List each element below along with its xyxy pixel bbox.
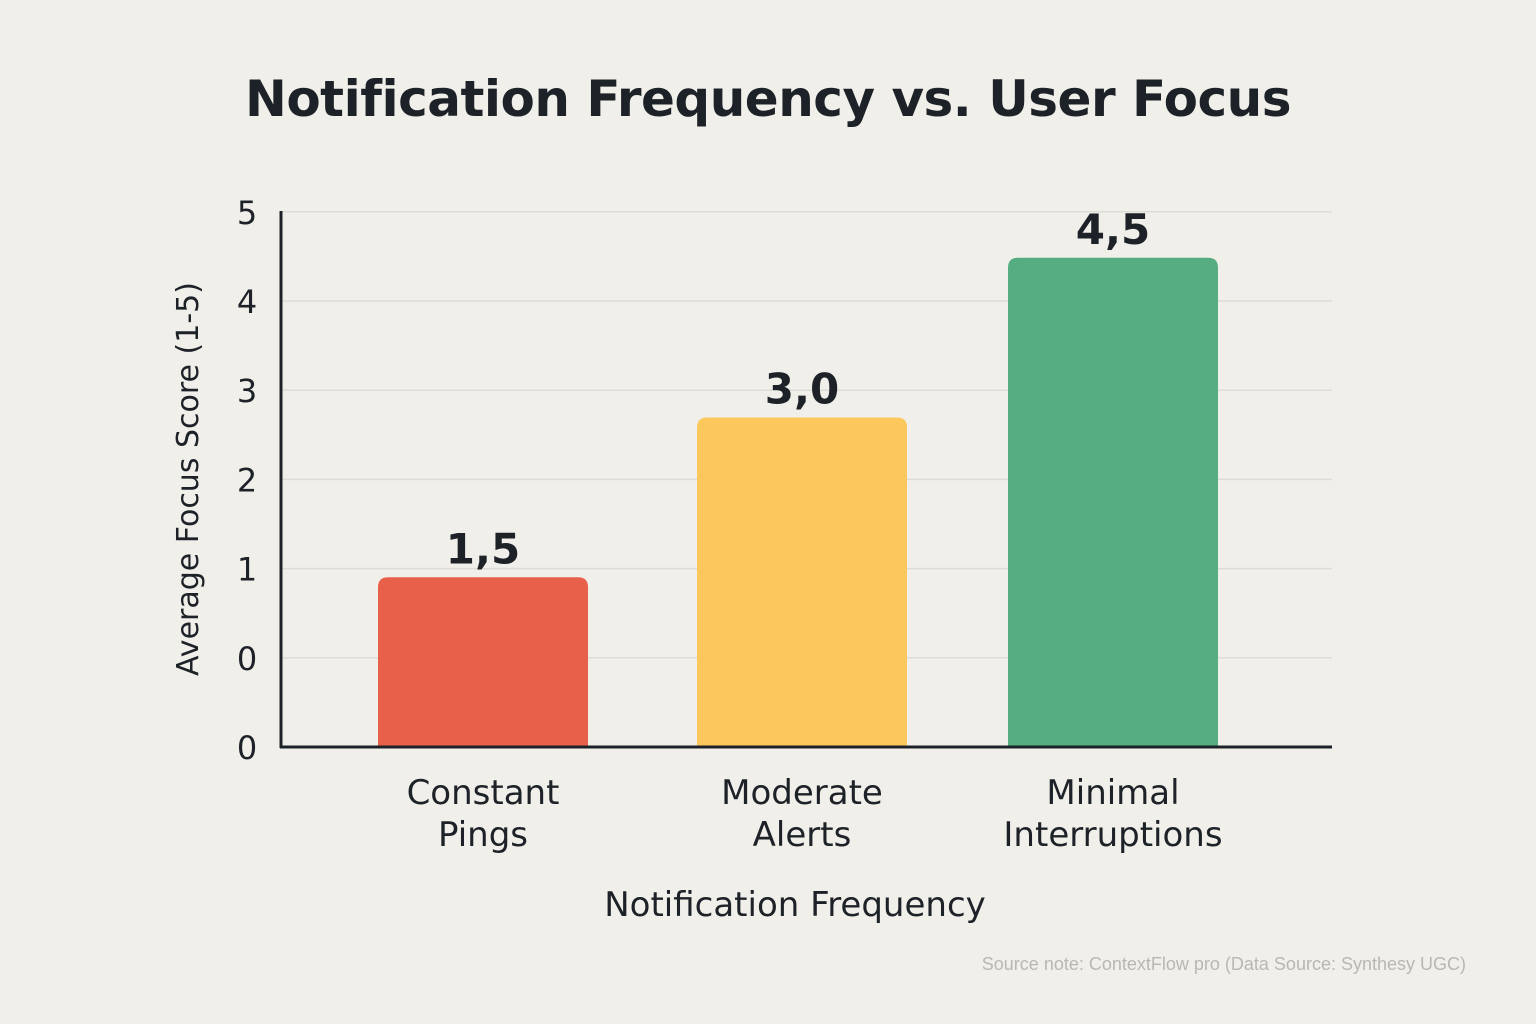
y-tick-label: 1	[237, 551, 257, 589]
y-axis-title: Average Focus Score (1-5)	[171, 282, 206, 676]
x-axis-title: Notification Frequency	[604, 885, 986, 925]
x-tick-label: Moderate	[721, 773, 883, 813]
bar-value-label: 4,5	[1076, 205, 1150, 254]
y-tick-label: 2	[237, 461, 257, 499]
source-note: Source note: ContextFlow pro (Data Sourc…	[981, 954, 1466, 974]
x-tick-label: Minimal	[1046, 773, 1179, 813]
bars	[378, 257, 1218, 747]
y-tick-label: 3	[237, 372, 257, 410]
bar	[378, 577, 588, 747]
y-tick-label: 5	[237, 194, 257, 232]
x-tick-label: Pings	[438, 815, 528, 855]
y-tick-label: 0	[237, 640, 257, 678]
y-tick-label: 4	[237, 283, 257, 321]
bar	[697, 417, 907, 747]
chart-title: Notification Frequency vs. User Focus	[244, 70, 1292, 128]
x-tick-label: Constant	[407, 773, 560, 813]
x-tick-label: Alerts	[753, 815, 852, 855]
y-tick-label: 0	[237, 729, 257, 767]
bar-value-label: 1,5	[446, 524, 520, 573]
x-tick-label: Interruptions	[1003, 815, 1222, 855]
bar	[1008, 257, 1218, 747]
value-labels: 1,5 3,0 4,5	[446, 205, 1150, 574]
y-tick-labels: 0 0 1 2 3 4 5	[237, 194, 257, 767]
bar-value-label: 3,0	[765, 365, 839, 414]
